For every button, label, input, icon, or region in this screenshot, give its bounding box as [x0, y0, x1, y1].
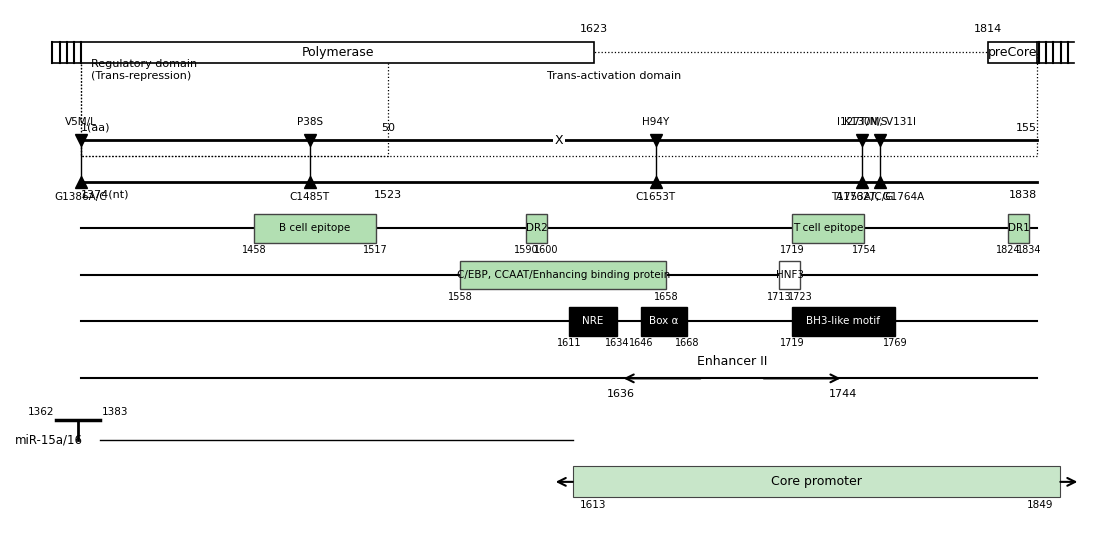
Bar	[642, 307, 686, 336]
Text: 1723: 1723	[788, 292, 812, 302]
Bar	[460, 261, 666, 289]
Bar	[780, 261, 800, 289]
Text: 1754: 1754	[851, 245, 877, 255]
Text: H94Y: H94Y	[643, 118, 670, 127]
Text: Enhancer II: Enhancer II	[697, 355, 768, 368]
Text: 1814: 1814	[974, 24, 1001, 34]
Text: A1762T, G1764A: A1762T, G1764A	[837, 192, 925, 202]
Text: Core promoter: Core promoter	[771, 475, 862, 488]
Text: 1590: 1590	[514, 245, 538, 255]
Text: 1523: 1523	[374, 190, 402, 199]
Text: 1646: 1646	[629, 338, 654, 348]
Text: DR1: DR1	[1007, 223, 1029, 233]
Text: 1719: 1719	[780, 338, 804, 348]
Bar	[569, 307, 617, 336]
Text: 1744: 1744	[829, 389, 858, 399]
Text: C1485T: C1485T	[290, 192, 330, 202]
Bar	[987, 42, 1037, 63]
Text: NRE: NRE	[583, 316, 604, 327]
Text: 155: 155	[1016, 122, 1037, 133]
Text: 1517: 1517	[363, 245, 388, 255]
Bar	[526, 214, 547, 243]
Bar	[1008, 214, 1028, 243]
Text: 1658: 1658	[654, 292, 678, 302]
Text: P38S: P38S	[296, 118, 323, 127]
Text: G1386A/C: G1386A/C	[55, 192, 107, 202]
Text: 1636: 1636	[607, 389, 635, 399]
Text: 1374(nt): 1374(nt)	[81, 190, 129, 199]
Text: V5M/L: V5M/L	[66, 118, 97, 127]
Text: 1362: 1362	[28, 407, 55, 417]
Text: Trans-activation domain: Trans-activation domain	[547, 71, 681, 81]
Text: BH3-like motif: BH3-like motif	[807, 316, 880, 327]
Text: HNF3: HNF3	[775, 270, 804, 280]
Text: T cell epitope: T cell epitope	[793, 223, 863, 233]
Bar	[792, 214, 864, 243]
Text: 1824: 1824	[996, 245, 1020, 255]
Text: preCore: preCore	[987, 46, 1037, 59]
Text: C/EBP, CCAAT/Enhancing binding protein: C/EBP, CCAAT/Enhancing binding protein	[457, 270, 670, 280]
Text: 1719: 1719	[780, 245, 804, 255]
Text: 1668: 1668	[674, 338, 698, 348]
Text: 1849: 1849	[1027, 500, 1054, 510]
Text: C1653T: C1653T	[636, 192, 676, 202]
Text: 50: 50	[381, 122, 395, 133]
Text: 1834: 1834	[1016, 245, 1040, 255]
Text: miR-15a/16: miR-15a/16	[16, 434, 84, 447]
Text: 1611: 1611	[557, 338, 582, 348]
Bar	[792, 307, 895, 336]
Text: 1838: 1838	[1008, 190, 1037, 199]
Text: DR2: DR2	[526, 223, 547, 233]
Bar	[574, 466, 1059, 497]
Text: X: X	[555, 134, 564, 147]
Text: 1458: 1458	[242, 245, 266, 255]
Bar	[81, 42, 594, 63]
Text: K130M, V131I: K130M, V131I	[844, 118, 917, 127]
Text: Box α: Box α	[649, 316, 678, 327]
Bar	[254, 214, 375, 243]
Text: 1558: 1558	[448, 292, 472, 302]
Text: 1600: 1600	[535, 245, 559, 255]
Text: 1(aa): 1(aa)	[81, 122, 110, 133]
Text: B cell epitope: B cell epitope	[280, 223, 351, 233]
Text: 1713: 1713	[768, 292, 792, 302]
Text: I127T/N/S: I127T/N/S	[837, 118, 887, 127]
Text: T1753A/C/G: T1753A/C/G	[831, 192, 893, 202]
Text: Polymerase: Polymerase	[302, 46, 374, 59]
Text: 1769: 1769	[882, 338, 907, 348]
Text: Regulatory domain
(Trans-repression): Regulatory domain (Trans-repression)	[91, 59, 197, 81]
Text: 1634: 1634	[605, 338, 629, 348]
Text: 1613: 1613	[579, 500, 606, 510]
Text: 1623: 1623	[580, 24, 608, 34]
Text: 1383: 1383	[101, 407, 128, 417]
